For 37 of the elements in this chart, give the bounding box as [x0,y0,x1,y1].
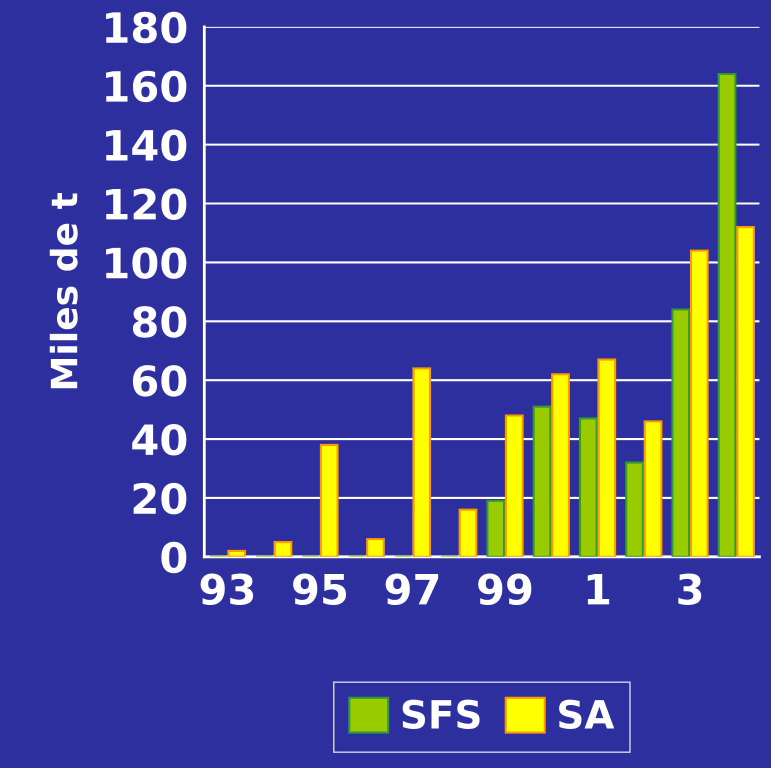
y-tick-label: 160 [106,70,186,102]
bar [366,538,385,557]
bar [227,550,246,557]
bar [458,508,478,557]
bar [532,406,552,557]
bar [671,308,690,557]
legend-label: SFS [402,700,480,730]
y-tick-label: 20 [134,482,186,514]
y-tick-label: 0 [161,542,186,574]
bar [625,462,644,557]
y-tick-label: 140 [106,130,186,162]
x-tick-label: 97 [386,574,438,606]
x-tick-label: 1 [588,574,610,604]
x-tick-label: 99 [478,574,532,606]
y-tick-label: 60 [132,365,186,397]
bar [274,541,292,557]
y-tick-label: 40 [132,424,186,456]
bar [412,367,432,557]
x-tick-label: 93 [200,574,254,606]
bar [644,420,662,557]
bar [718,72,736,557]
bar [578,417,598,557]
y-tick-label: 80 [132,306,186,338]
bar [736,226,755,557]
bar [320,444,339,557]
bar [551,373,570,557]
bar [690,250,709,557]
y-tick-label: 120 [106,188,186,220]
y-axis-title: Miles de t [50,192,78,388]
x-tick-label: 95 [293,574,346,606]
x-tick-label: 3 [678,574,702,606]
y-tick-label: 100 [106,247,186,279]
legend-label: SA [559,700,614,730]
bar [486,500,506,557]
y-tick-label: 180 [106,12,186,44]
bar [597,358,616,557]
bar [504,414,524,557]
